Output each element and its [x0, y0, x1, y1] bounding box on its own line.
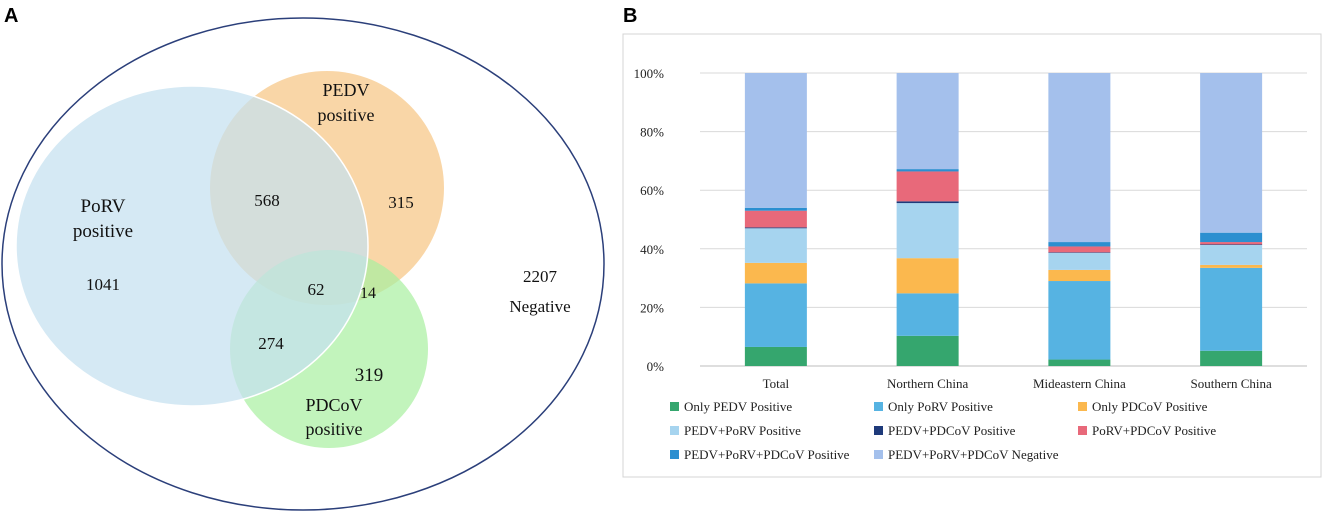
legend-swatch — [874, 402, 883, 411]
bar-segment-4-3 — [1048, 252, 1111, 270]
bars — [744, 73, 1263, 366]
legend-label: PoRV+PDCoV Positive — [1092, 423, 1216, 438]
bar-segment-8-4 — [1200, 73, 1263, 233]
pedv-label-line2: positive — [318, 105, 375, 125]
y-tick-label: 100% — [634, 66, 665, 81]
bar-segment-3-4 — [1200, 264, 1263, 268]
legend-swatch — [1078, 426, 1087, 435]
x-axis-category-labels: Total Northern China Mideastern China South… — [763, 376, 1272, 391]
bar-segment-8-2 — [896, 73, 959, 170]
legend-label: Only PEDV Positive — [684, 399, 792, 414]
bar-segment-7-3 — [1048, 242, 1111, 247]
bar-segment-2-2 — [896, 293, 959, 336]
porv-ellipse — [15, 85, 369, 407]
count-porv-pdcov: 274 — [258, 334, 284, 353]
bar-segment-3-2 — [896, 258, 959, 294]
porv-label-line2: positive — [73, 221, 133, 242]
x-tick-label: Total — [763, 376, 790, 391]
bar-segment-8-1 — [744, 73, 807, 208]
legend-label: PEDV+PoRV+PDCoV Positive — [684, 447, 850, 462]
legend-label: Only PDCoV Positive — [1092, 399, 1208, 414]
bar-segment-6-1 — [744, 210, 807, 228]
y-tick-label: 0% — [647, 359, 665, 374]
count-pedv-porv: 568 — [254, 191, 280, 210]
bar-segment-5-1 — [744, 227, 807, 229]
legend-label: Only PoRV Positive — [888, 399, 993, 414]
y-tick-label: 20% — [640, 300, 664, 315]
pdcov-label-line2: positive — [306, 419, 363, 439]
bar-segment-7-4 — [1200, 232, 1263, 243]
bar-segment-6-2 — [896, 171, 959, 202]
legend-swatch — [874, 426, 883, 435]
panel-label-a: A — [4, 5, 18, 27]
bar-segment-2-3 — [1048, 281, 1111, 360]
legend-swatch — [670, 402, 679, 411]
y-tick-label: 40% — [640, 242, 664, 257]
bar-segment-6-3 — [1048, 246, 1111, 253]
y-tick-label: 80% — [640, 125, 664, 140]
bar-segment-3-3 — [1048, 269, 1111, 282]
legend-swatch — [1078, 402, 1087, 411]
count-porv-only: 1041 — [86, 275, 120, 294]
x-tick-label: Southern China — [1191, 376, 1272, 391]
bar-segment-7-2 — [896, 169, 959, 172]
legend-swatch — [874, 450, 883, 459]
bar-segment-4-1 — [744, 228, 807, 263]
pedv-label-line1: PEDV — [322, 80, 369, 100]
bar-segment-4-2 — [896, 203, 959, 259]
count-pedv-pdcov: 14 — [360, 285, 376, 302]
y-axis-ticks: 0% 20% 40% 60% 80% 100% — [634, 66, 665, 374]
legend: Only PEDV Positive Only PoRV Positive Only… — [670, 399, 1216, 462]
bar-segment-7-1 — [744, 207, 807, 211]
count-pdcov-only: 319 — [355, 365, 384, 386]
bar-segment-5-2 — [896, 201, 959, 204]
count-all-three: 62 — [308, 280, 325, 299]
legend-label: PEDV+PoRV+PDCoV Negative — [888, 447, 1059, 462]
bar-segment-8-3 — [1048, 73, 1111, 243]
bar-segment-5-4 — [1200, 244, 1263, 245]
bar-segment-1-1 — [744, 346, 807, 366]
legend-label: PEDV+PDCoV Positive — [888, 423, 1016, 438]
bar-segment-1-4 — [1200, 350, 1263, 366]
bar-segment-1-2 — [896, 335, 959, 366]
count-pedv-only: 315 — [388, 193, 414, 212]
porv-label-line1: PoRV — [81, 196, 126, 217]
bar-segment-2-1 — [744, 283, 807, 347]
bar-segment-5-3 — [1048, 252, 1111, 253]
y-tick-label: 60% — [640, 183, 664, 198]
bar-segment-2-4 — [1200, 267, 1263, 351]
count-negative: 2207 — [523, 267, 558, 286]
legend-swatch — [670, 450, 679, 459]
x-tick-label: Northern China — [887, 376, 968, 391]
legend-swatch — [670, 426, 679, 435]
panel-label-b: B — [623, 5, 637, 27]
bar-segment-1-3 — [1048, 359, 1111, 366]
bar-segment-3-1 — [744, 262, 807, 284]
bar-segment-6-4 — [1200, 242, 1263, 245]
x-tick-label: Mideastern China — [1033, 376, 1126, 391]
pdcov-label-line1: PDCoV — [305, 395, 362, 415]
legend-label: PEDV+PoRV Positive — [684, 423, 801, 438]
bar-segment-4-4 — [1200, 244, 1263, 265]
negative-label: Negative — [509, 297, 570, 316]
